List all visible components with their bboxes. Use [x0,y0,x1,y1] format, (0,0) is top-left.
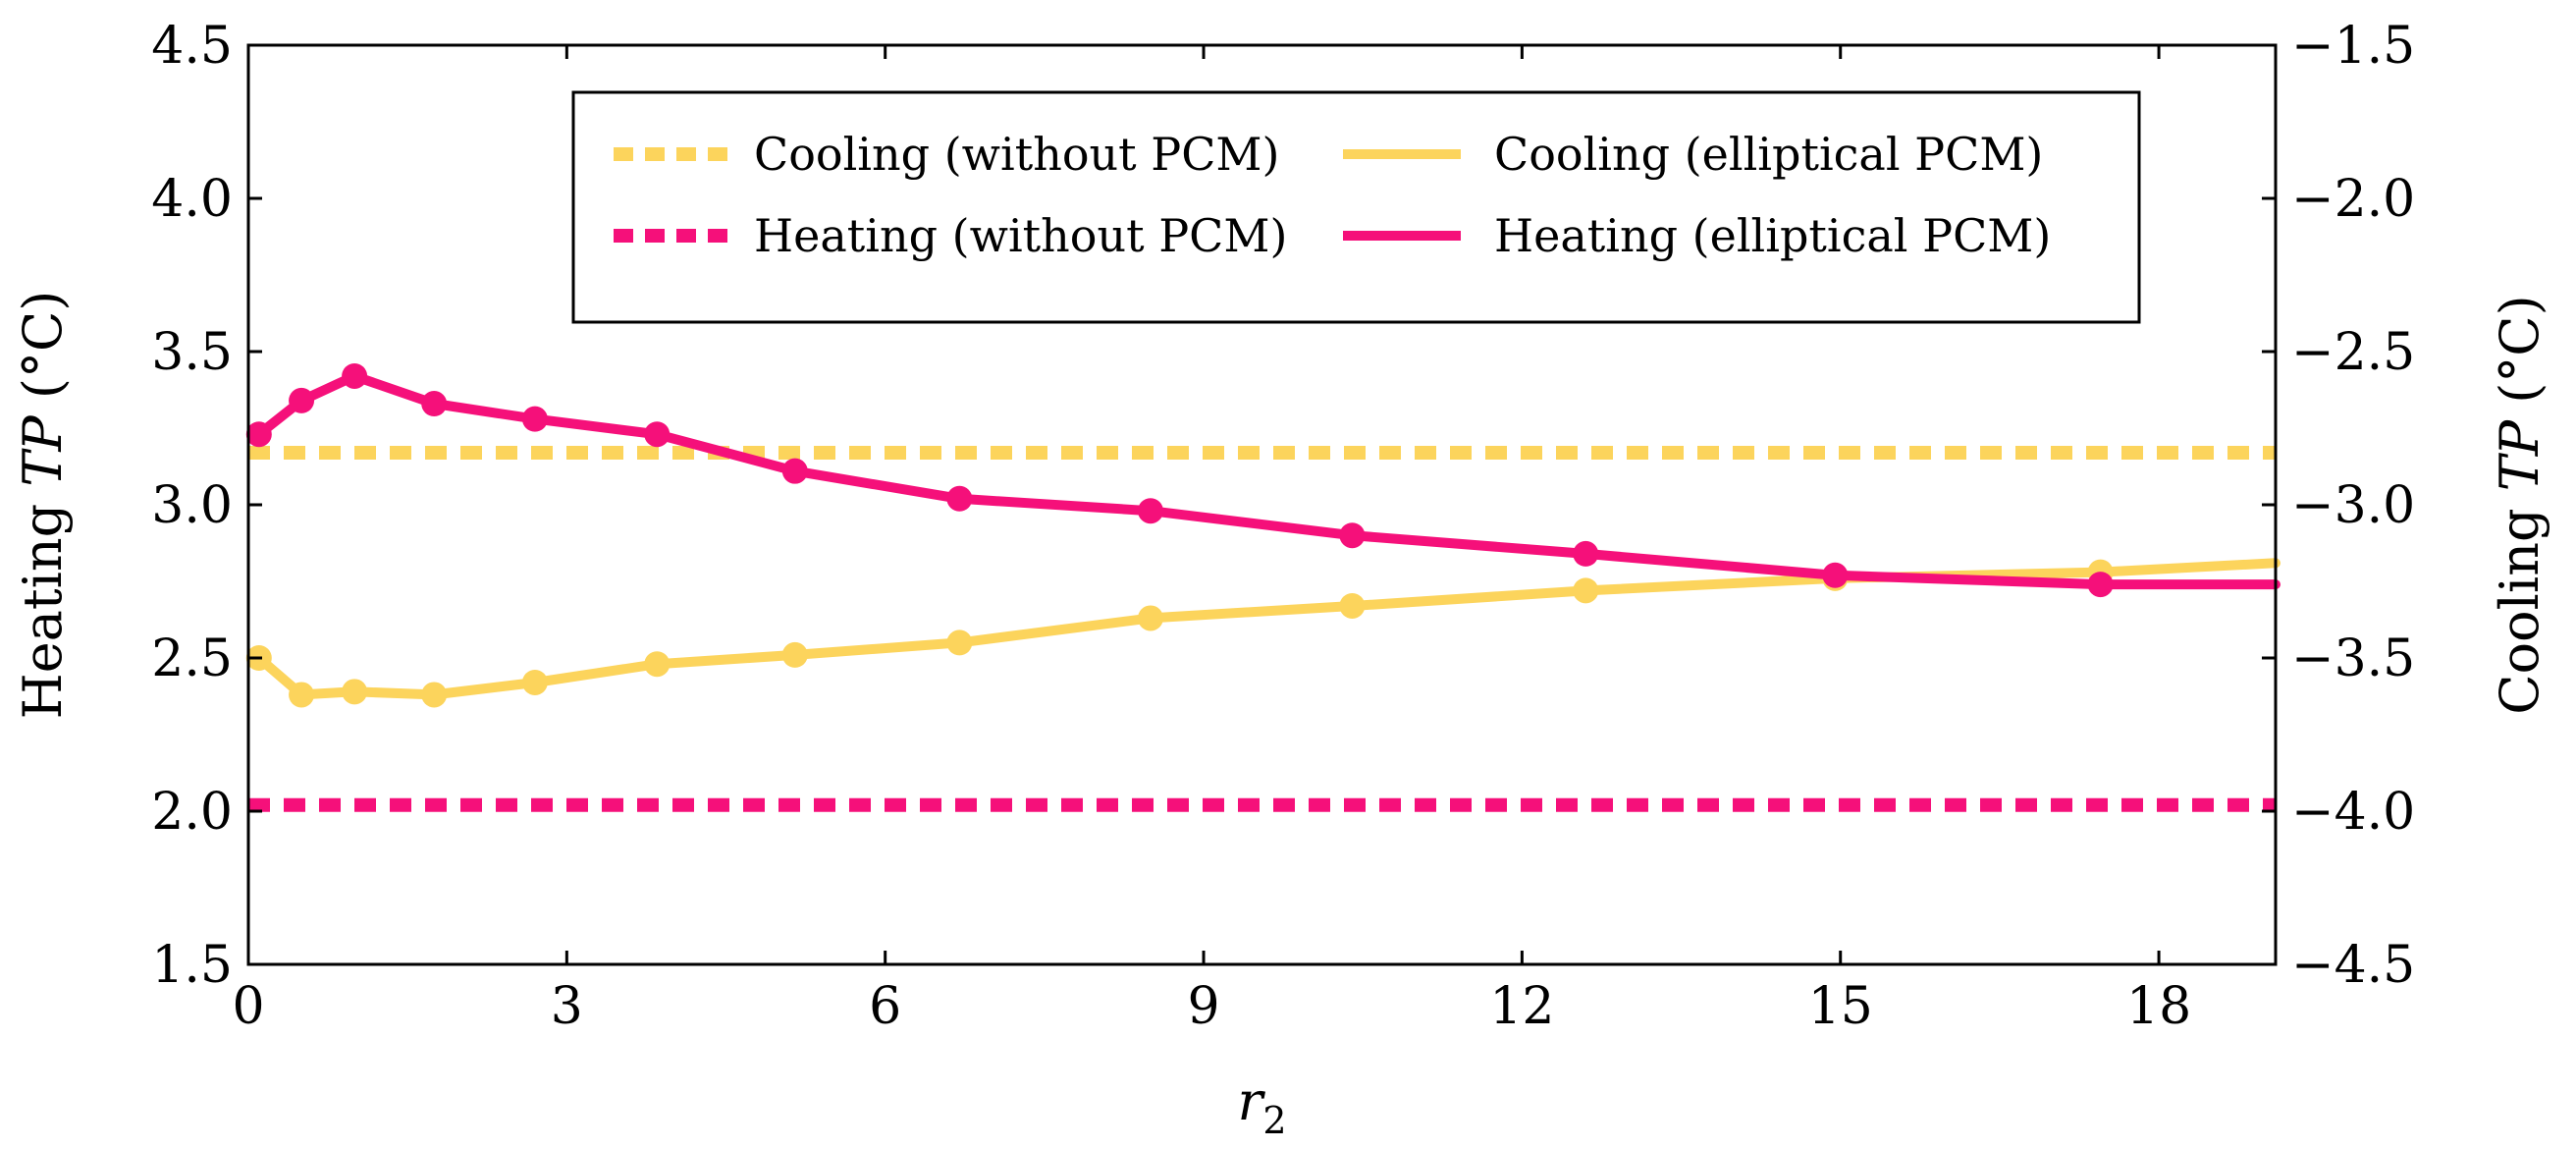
y-axis-right-title-pre: Cooling [2489,491,2550,714]
y-right-tick-label: −2.0 [2291,170,2415,229]
y-axis-left-title: Heating TP (°C) [12,291,74,720]
series-line-heating-elliptical [253,371,2281,590]
y-axis-right-title-post: (°C) [2489,295,2550,420]
y-axis-right: −4.5 −4.0 −3.5 −3.0 −2.5 −2.0 −1.5 [2262,17,2415,995]
data-point-heating-elliptical [644,421,671,448]
data-point-cooling-elliptical [1339,592,1366,619]
data-point-cooling-elliptical [289,682,315,708]
data-point-cooling-elliptical [1137,605,1163,631]
data-point-heating-elliptical [289,387,315,413]
y-right-tick-label: −4.5 [2291,936,2415,995]
data-point-cooling-elliptical [521,669,548,695]
data-point-heating-elliptical [521,406,548,432]
y-left-tick-label: 4.5 [151,17,233,76]
legend-entries: Cooling (without PCM) Cooling (elliptical… [614,128,2051,262]
y-left-tick-label: 2.5 [151,629,233,688]
legend: Cooling (without PCM) Cooling (elliptical… [571,90,2141,324]
data-point-cooling-elliptical [421,682,448,708]
y-left-tick-label: 3.0 [151,476,233,535]
x-axis: 0 3 6 9 12 15 18 [232,45,2191,1036]
x-axis-title-subscript: 2 [1262,1099,1286,1142]
data-point-heating-elliptical [1137,498,1163,524]
x-tick-label: 15 [1808,977,1873,1036]
x-tick-label: 6 [869,977,901,1036]
x-tick-label: 18 [2126,977,2191,1036]
data-point-heating-elliptical [2087,572,2114,598]
series-layer [245,362,2281,812]
data-point-cooling-elliptical [644,651,671,678]
y-right-tick-label: −1.5 [2291,17,2415,76]
data-point-heating-elliptical [1822,562,1849,588]
legend-label: Cooling (elliptical PCM) [1494,128,2043,181]
y-right-tick-label: −3.0 [2291,476,2415,535]
series-line-cooling-elliptical [253,558,2281,700]
data-point-heating-elliptical [781,458,808,484]
x-tick-label: 12 [1489,977,1554,1036]
y-axis-left-title-italic: TP [12,414,74,487]
data-point-heating-elliptical [342,362,368,389]
x-tick-label: 3 [551,977,583,1036]
data-point-heating-elliptical [1339,522,1366,549]
data-point-heating-elliptical [946,485,973,512]
data-point-heating-elliptical [1573,540,1599,567]
y-axis-left-title-pre: Heating [12,487,74,720]
x-tick-label: 9 [1187,977,1219,1036]
legend-label: Heating (elliptical PCM) [1494,209,2051,262]
y-right-tick-label: −4.0 [2291,783,2415,842]
data-point-heating-elliptical [421,391,448,417]
data-point-cooling-elliptical [781,641,808,668]
x-axis-title-main: r [1237,1070,1265,1132]
x-axis-title: r2 [1237,1070,1286,1142]
legend-label: Cooling (without PCM) [754,128,1279,181]
y-right-tick-label: −3.5 [2291,629,2415,688]
y-left-tick-label: 3.5 [151,323,233,382]
data-point-heating-elliptical [245,421,272,448]
legend-box [571,90,2141,324]
y-left-tick-label: 1.5 [151,936,233,995]
y-right-tick-label: −2.5 [2291,323,2415,382]
y-axis-right-title-italic: TP [2489,418,2550,491]
data-point-cooling-elliptical [946,629,973,656]
legend-label: Heating (without PCM) [754,209,1287,262]
y-axis-left: 1.5 2.0 2.5 3.0 3.5 4.0 4.5 [151,17,262,995]
x-tick-label: 0 [232,977,264,1036]
y-axis-right-title: Cooling TP (°C) [2489,295,2550,714]
data-point-cooling-elliptical [342,679,368,705]
data-point-cooling-elliptical [1573,577,1599,604]
y-axis-left-title-post: (°C) [12,291,74,416]
y-left-tick-label: 2.0 [151,783,233,842]
y-left-tick-label: 4.0 [151,170,233,229]
